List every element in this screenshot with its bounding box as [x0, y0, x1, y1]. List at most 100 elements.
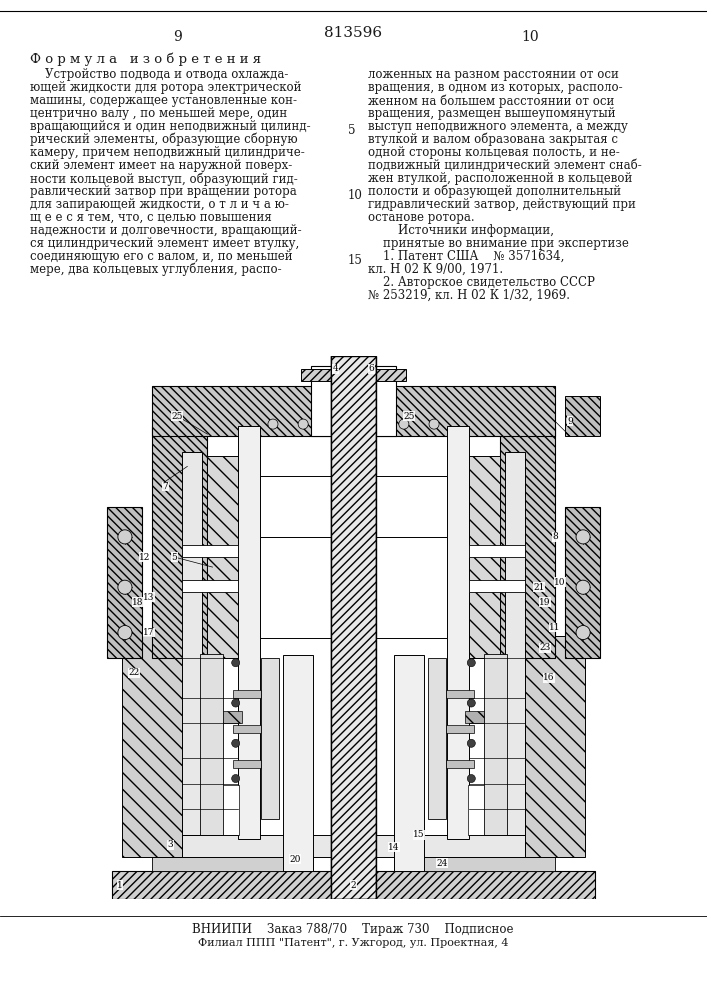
- Text: 23: 23: [539, 643, 551, 652]
- Text: подвижный цилиндрический элемент снаб-: подвижный цилиндрический элемент снаб-: [368, 159, 642, 172]
- Bar: [332, 356, 375, 899]
- Text: Филиал ППП "Патент", г. Ужгород, ул. Проектная, 4: Филиал ППП "Патент", г. Ужгород, ул. Про…: [198, 938, 508, 948]
- Text: 2: 2: [351, 881, 356, 890]
- Text: 7: 7: [163, 482, 168, 491]
- Text: 16: 16: [543, 673, 554, 682]
- Bar: [468, 785, 484, 835]
- Bar: [182, 835, 525, 857]
- Text: полости и образующей дополнительный: полости и образующей дополнительный: [368, 185, 621, 198]
- Bar: [152, 857, 313, 871]
- Bar: [182, 452, 202, 835]
- Text: 9: 9: [567, 417, 573, 426]
- Text: 21: 21: [533, 583, 544, 592]
- Text: 15: 15: [413, 830, 425, 839]
- Circle shape: [467, 659, 475, 667]
- Bar: [311, 366, 339, 436]
- Text: для запирающей жидкости, о т л и ч а ю-: для запирающей жидкости, о т л и ч а ю-: [30, 198, 289, 211]
- Bar: [358, 369, 406, 381]
- Bar: [525, 636, 585, 857]
- Circle shape: [268, 419, 278, 429]
- Text: 1: 1: [117, 881, 123, 890]
- Text: 9: 9: [173, 30, 182, 44]
- Text: вращения, в одном из которых, располо-: вращения, в одном из которых, располо-: [368, 81, 623, 94]
- Text: 18: 18: [132, 598, 144, 607]
- Text: втулкой и валом образована закрытая с: втулкой и валом образована закрытая с: [368, 133, 618, 146]
- Bar: [201, 654, 223, 835]
- Text: 13: 13: [144, 593, 155, 602]
- Text: ский элемент имеет на наружной поверх-: ский элемент имеет на наружной поверх-: [30, 159, 292, 172]
- Circle shape: [232, 739, 240, 747]
- Bar: [260, 476, 335, 537]
- Text: 4: 4: [332, 364, 338, 373]
- Bar: [368, 366, 396, 436]
- Text: 22: 22: [129, 668, 139, 677]
- Bar: [469, 545, 525, 557]
- Text: 8: 8: [552, 532, 558, 541]
- Text: 17: 17: [144, 628, 155, 637]
- Bar: [301, 369, 349, 381]
- Bar: [261, 658, 279, 819]
- Text: камеру, причем неподвижный цилиндриче-: камеру, причем неподвижный цилиндриче-: [30, 146, 305, 159]
- Circle shape: [576, 530, 590, 544]
- Text: мере, два кольцевых углубления, распо-: мере, два кольцевых углубления, распо-: [30, 263, 281, 276]
- Text: 14: 14: [388, 843, 399, 852]
- Bar: [220, 711, 242, 723]
- Text: вращения, размещен вышеупомянутый: вращения, размещен вышеупомянутый: [368, 107, 616, 120]
- Bar: [394, 655, 424, 871]
- Text: 25: 25: [172, 412, 183, 421]
- Text: одной стороны кольцевая полость, и не-: одной стороны кольцевая полость, и не-: [368, 146, 620, 159]
- Bar: [233, 760, 261, 768]
- Text: женном на большем расстоянии от оси: женном на большем расстоянии от оси: [368, 94, 614, 107]
- Circle shape: [429, 419, 439, 429]
- Bar: [465, 711, 487, 723]
- Bar: [344, 356, 363, 386]
- Bar: [107, 507, 142, 658]
- Text: Источники информации,: Источники информации,: [368, 224, 554, 237]
- Text: гидравлический затвор, действующий при: гидравлический затвор, действующий при: [368, 198, 636, 211]
- Bar: [207, 456, 238, 658]
- Text: кл. Н 02 К 9/00, 1971.: кл. Н 02 К 9/00, 1971.: [368, 263, 503, 276]
- Bar: [122, 636, 182, 857]
- Bar: [238, 426, 260, 839]
- Text: 5: 5: [348, 124, 356, 137]
- Bar: [233, 725, 261, 733]
- Text: центрично валу , по меньшей мере, один: центрично валу , по меньшей мере, один: [30, 107, 287, 120]
- Bar: [484, 654, 506, 835]
- Circle shape: [118, 625, 132, 640]
- Circle shape: [467, 699, 475, 707]
- Bar: [372, 537, 447, 638]
- Bar: [182, 580, 238, 592]
- Text: 24: 24: [436, 859, 448, 868]
- Text: 10: 10: [521, 30, 539, 44]
- Bar: [182, 545, 238, 557]
- Bar: [394, 857, 555, 871]
- Text: № 253219, кл. Н 02 К 1/32, 1969.: № 253219, кл. Н 02 К 1/32, 1969.: [368, 289, 570, 302]
- Bar: [233, 690, 261, 698]
- Bar: [565, 507, 600, 658]
- Text: надежности и долговечности, вращающий-: надежности и долговечности, вращающий-: [30, 224, 302, 237]
- Text: 15: 15: [348, 254, 363, 267]
- Circle shape: [232, 699, 240, 707]
- Text: 10: 10: [554, 578, 566, 587]
- Text: 19: 19: [539, 598, 551, 607]
- Text: машины, содержащее установленные кон-: машины, содержащее установленные кон-: [30, 94, 297, 107]
- Bar: [446, 690, 474, 698]
- Circle shape: [576, 625, 590, 640]
- Text: ложенных на разном расстоянии от оси: ложенных на разном расстоянии от оси: [368, 68, 619, 81]
- Bar: [565, 396, 600, 436]
- Bar: [500, 426, 555, 658]
- Text: 2. Авторское свидетельство СССР: 2. Авторское свидетельство СССР: [368, 276, 595, 289]
- Text: рический элементы, образующие сборную: рический элементы, образующие сборную: [30, 133, 298, 146]
- Text: Устройство подвода и отвода охлажда-: Устройство подвода и отвода охлажда-: [30, 68, 288, 81]
- Bar: [428, 658, 446, 819]
- Circle shape: [118, 580, 132, 594]
- Text: 3: 3: [168, 840, 173, 849]
- Circle shape: [298, 419, 308, 429]
- Circle shape: [399, 419, 409, 429]
- Bar: [283, 655, 313, 871]
- Bar: [469, 456, 500, 658]
- Text: останове ротора.: останове ротора.: [368, 211, 474, 224]
- Bar: [447, 426, 469, 839]
- Text: Ф о р м у л а   и з о б р е т е н и я: Ф о р м у л а и з о б р е т е н и я: [30, 52, 261, 66]
- Text: 10: 10: [348, 189, 363, 202]
